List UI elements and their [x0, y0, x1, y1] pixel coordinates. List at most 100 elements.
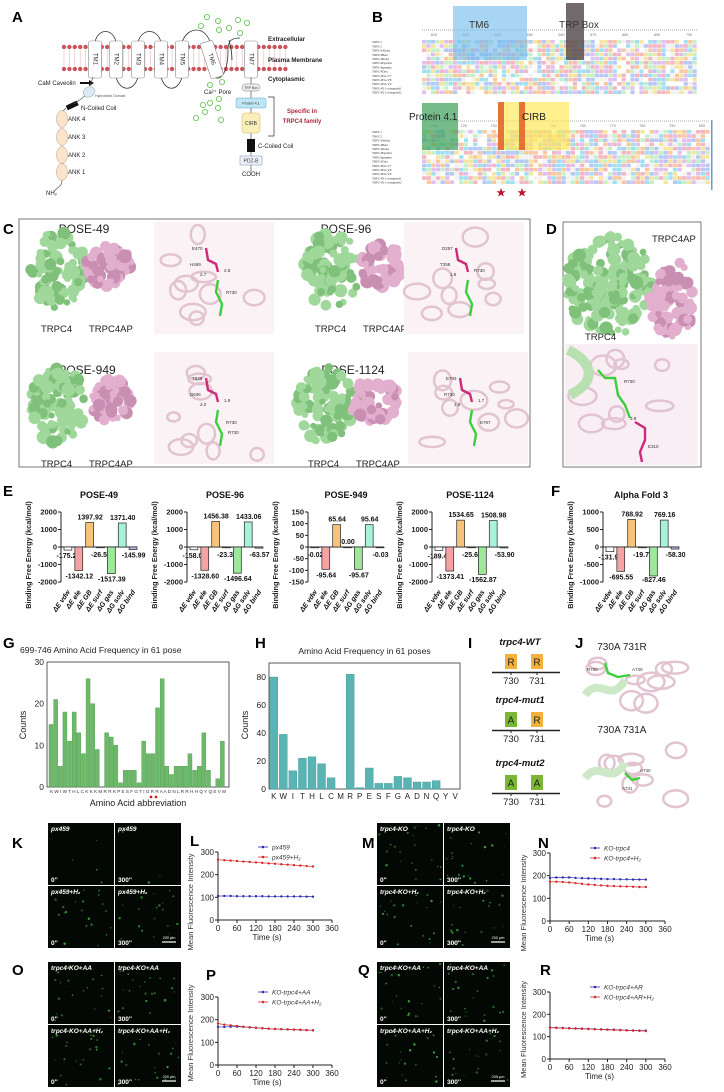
lipid-head [261, 66, 266, 72]
calcium-ion-icon [197, 22, 204, 29]
alignment-residue [683, 69, 688, 73]
alignment-residue [422, 155, 427, 159]
surface-atom [96, 275, 104, 283]
alignment-residue [652, 69, 657, 73]
surface-atom [303, 375, 310, 383]
frequency-bar [206, 770, 211, 788]
alignment-residue [532, 69, 538, 73]
alignment-residue [584, 180, 589, 184]
fluorescent-spot [141, 929, 144, 932]
alignment-residue [445, 163, 450, 168]
fluorescent-spot [483, 845, 487, 849]
surface-atom [578, 302, 589, 312]
fluorescent-spot [421, 1003, 423, 1005]
y-tick-label: 0 [39, 782, 44, 792]
fluorescent-spot [385, 1062, 388, 1064]
tm-helix-5: TM5 [175, 40, 189, 79]
fluorescent-spot [451, 1033, 454, 1036]
alignment-residue [519, 73, 524, 78]
trpc4ap-residue-stick [204, 247, 220, 273]
alignment-residue [426, 56, 431, 61]
fluorescent-spot [430, 899, 433, 903]
alignment-residue [603, 56, 608, 61]
surface-atom [301, 268, 314, 282]
alignment-residue [570, 142, 575, 147]
alignment-residue [488, 77, 493, 82]
alignment-residue [643, 82, 648, 86]
ankyrin-repeat-shape [56, 128, 68, 146]
data-point [242, 1025, 245, 1028]
fluorescent-spot [486, 976, 489, 979]
surface-atom [319, 398, 326, 405]
alignment-residue [584, 151, 589, 155]
alignment-residue [696, 167, 701, 172]
y-tick-label: 50 [296, 531, 304, 540]
alignment-residue [559, 52, 564, 57]
alignment-residue [682, 155, 687, 159]
fluorescent-spot [397, 828, 399, 831]
frequency-bar [298, 758, 307, 790]
alignment-residue [473, 176, 478, 180]
alignment-residue [649, 176, 654, 180]
helix-ribbon [497, 398, 515, 410]
surface-atom [681, 276, 694, 289]
alignment-residue [612, 77, 617, 82]
alignment-residue [461, 69, 467, 73]
fluorescent-spot [101, 903, 104, 905]
alignment-residue [505, 172, 510, 176]
ruler-number: 650 [526, 33, 532, 37]
panel-letter-h: H [255, 635, 266, 652]
fluorescent-spot [108, 1067, 111, 1070]
alignment-residue [643, 73, 648, 78]
surface-atom [653, 285, 662, 293]
ruler-number: 680 [622, 33, 628, 37]
alignment-residue [607, 134, 613, 138]
y-tick-label: 30 [35, 657, 45, 667]
fluorescent-spot [153, 917, 156, 920]
tm-helix-3: TM3 [131, 40, 145, 79]
fluorescent-spot [394, 1028, 397, 1030]
alignment-residue [691, 176, 696, 180]
alignment-residue [612, 151, 617, 155]
alignment-residue [617, 180, 622, 184]
x-tick-label: M [337, 792, 344, 801]
fluorescent-spot [414, 878, 417, 881]
alignment-residue [594, 61, 600, 65]
alignment-residue [473, 155, 478, 159]
alignment-residue [665, 65, 671, 69]
alignment-residue [579, 167, 585, 172]
alignment-residue [692, 82, 697, 86]
alignment-residue [608, 65, 613, 69]
alignment-residue [663, 172, 668, 176]
x-tick-label: 60 [233, 924, 242, 933]
alignment-residue [519, 163, 524, 168]
fluorescent-spot [439, 878, 442, 881]
surface-atom [56, 415, 65, 424]
y-tick-label: 20 [257, 756, 267, 766]
alignment-residue [603, 40, 608, 44]
alignment-residue [435, 69, 440, 73]
alignment-residue [448, 44, 453, 48]
alignment-residue [677, 167, 682, 172]
fluorescent-spot [434, 1075, 437, 1078]
x-tick-label: 60 [565, 925, 574, 934]
fluorescent-spot [127, 973, 130, 976]
alignment-residue [538, 180, 543, 184]
alignment-residue [484, 69, 489, 73]
series-line [218, 895, 313, 898]
alignment-residue [566, 155, 571, 159]
alignment-residue [550, 65, 555, 69]
alignment-residue [630, 86, 635, 90]
alignment-residue [515, 61, 520, 65]
alignment-residue [510, 90, 515, 94]
alignment-residue [648, 65, 653, 69]
alignment-residue [532, 40, 538, 44]
fluorescent-spot [153, 1038, 155, 1040]
residue-box [531, 775, 543, 790]
alignment-residue [640, 163, 645, 168]
alignment-residue [665, 48, 671, 52]
sequence-name: TRPC4Epsilon [372, 61, 392, 65]
fluorescent-spot [405, 1079, 408, 1082]
